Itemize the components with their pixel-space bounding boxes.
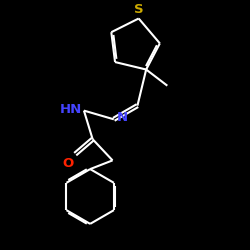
Text: O: O — [62, 157, 73, 170]
Text: N: N — [117, 111, 128, 124]
Text: HN: HN — [60, 103, 82, 116]
Text: S: S — [134, 4, 143, 16]
